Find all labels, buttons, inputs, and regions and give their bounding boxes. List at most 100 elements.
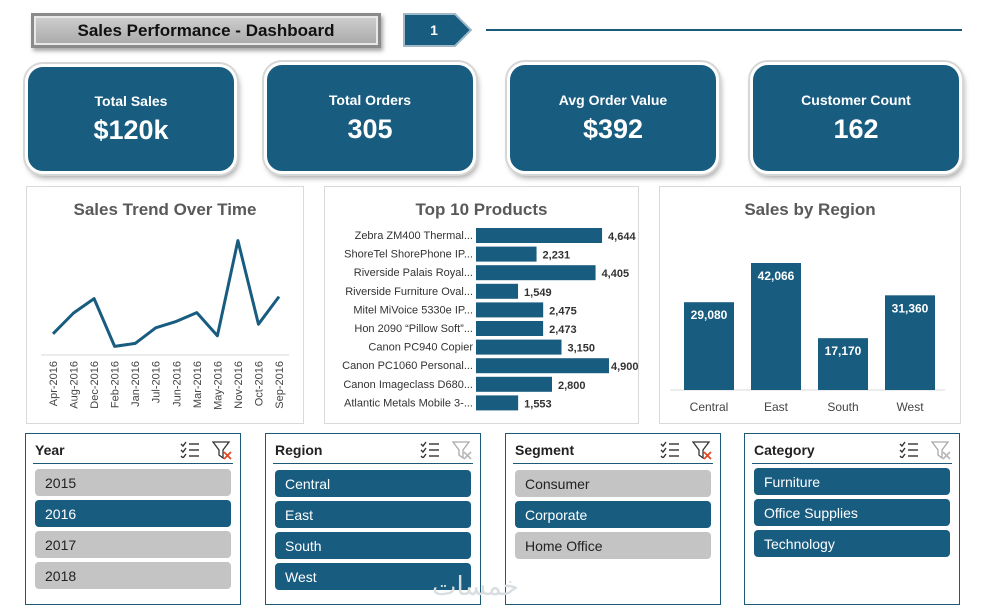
slicer-divider (33, 463, 233, 464)
clear-filter-icon[interactable] (212, 440, 232, 460)
slicer-item[interactable]: 2015 (35, 469, 231, 496)
bar[interactable] (476, 395, 519, 411)
sales-by-region-chart[interactable]: Sales by Region 29,080 Central 42,066 East 1… (659, 186, 961, 424)
clear-filter-icon[interactable] (452, 440, 472, 460)
data-label: 4,405 (602, 268, 630, 280)
slicer-item[interactable]: 2017 (35, 531, 231, 558)
category-label: Mitel MiVoice 5330e IP... (353, 304, 473, 316)
x-tick-label: Jul-2016 (151, 361, 163, 403)
column[interactable] (885, 295, 935, 390)
multi-select-icon[interactable] (420, 440, 440, 458)
chart-title: Sales by Region (744, 200, 876, 219)
data-label: 3,150 (568, 343, 596, 355)
category-label: West (896, 400, 924, 414)
slicer-item[interactable]: 2016 (35, 500, 231, 527)
x-tick-label: Dec-2016 (89, 361, 101, 409)
column[interactable] (684, 302, 734, 390)
x-tick-label: Oct-2016 (253, 361, 265, 406)
clear-filter-icon[interactable] (692, 440, 712, 460)
slicer-item[interactable]: Furniture (754, 468, 950, 495)
slicer-item[interactable]: West (275, 563, 471, 590)
chart-title: Sales Trend Over Time (73, 200, 257, 219)
kpi-customer-count: Customer Count 162 (750, 62, 962, 174)
multi-select-icon[interactable] (899, 440, 919, 458)
data-label: 4,900 (611, 361, 639, 373)
bar[interactable] (476, 246, 537, 262)
column[interactable] (751, 263, 801, 390)
slicer-year[interactable]: Year 2015 2016 2017 2018 (25, 433, 241, 605)
category-label: Canon PC1060 Personal... (342, 360, 473, 372)
kpi-label: Avg Order Value (558, 91, 668, 108)
slicer-title: Region (275, 442, 323, 458)
kpi-value: $120k (93, 114, 169, 145)
x-tick-label: Feb-2016 (110, 361, 122, 408)
line-chart-svg: Apr-2016 Aug-2016 Dec-2016 Feb-2016 Jan-2016… (41, 239, 289, 410)
category-label: Riverside Palais Royal... (354, 267, 473, 279)
bar[interactable] (476, 228, 603, 243)
data-label: 4,644 (608, 231, 636, 243)
category-label: Atlantic Metals Mobile 3-... (344, 397, 473, 409)
x-tick-label: Sep-2016 (274, 361, 286, 409)
slicer-item[interactable]: Consumer (515, 470, 711, 497)
kpi-label: Total Sales (94, 92, 168, 109)
slicer-divider (752, 463, 952, 464)
category-label: Central (690, 400, 729, 414)
multi-select-icon[interactable] (660, 440, 680, 458)
slicer-item[interactable]: Office Supplies (754, 499, 950, 526)
slicer-title: Year (35, 442, 65, 458)
kpi-label: Total Orders (328, 91, 412, 108)
column[interactable] (818, 338, 868, 390)
bar[interactable] (476, 339, 562, 355)
page-number-tag[interactable]: 1 (403, 13, 473, 47)
x-tick-label: Aug-2016 (69, 361, 81, 409)
kpi-value: 162 (833, 113, 879, 144)
category-label: South (827, 400, 858, 414)
bar[interactable] (476, 358, 609, 374)
slicer-category[interactable]: Category Furniture Office Supplies Techn… (744, 433, 960, 605)
bar[interactable] (476, 321, 544, 336)
bar-chart-svg: Zebra ZM400 Thermal... 4,644 ShoreTel Shor… (342, 228, 639, 411)
slicer-region[interactable]: Region Central East South West (265, 433, 481, 605)
kpi-label: Customer Count (801, 91, 911, 108)
kpi-total-sales: Total Sales $120k (25, 64, 237, 174)
bar[interactable] (476, 376, 552, 392)
kpi-avg-order-value: Avg Order Value $392 (507, 62, 719, 174)
watermark-logo: خمسات (432, 572, 519, 602)
top-products-chart[interactable]: Top 10 Products Zebra ZM400 Thermal... 4,… (324, 186, 639, 424)
data-label: 42,066 (758, 269, 795, 283)
sales-trend-chart[interactable]: Sales Trend Over Time Apr-2016 Aug-2016 De… (26, 186, 304, 424)
bar[interactable] (476, 265, 596, 281)
column-chart-svg: 29,080 Central 42,066 East 17,170 South 31,360… (670, 263, 945, 414)
arrow-tag-icon (403, 13, 473, 47)
slicer-item[interactable]: Technology (754, 530, 950, 557)
slicer-item[interactable]: South (275, 532, 471, 559)
kpi-total-orders: Total Orders 305 (264, 62, 476, 174)
x-tick-label: Jun-2016 (171, 361, 183, 407)
category-label: Canon PC940 Copier (368, 342, 473, 354)
data-label: 2,231 (543, 250, 571, 262)
x-tick-label: Nov-2016 (233, 361, 245, 409)
slicer-item[interactable]: Central (275, 470, 471, 497)
bar[interactable] (476, 302, 544, 318)
x-tick-label: Apr-2016 (48, 361, 60, 406)
slicer-item[interactable]: Corporate (515, 501, 711, 528)
slicer-item[interactable]: East (275, 501, 471, 528)
chart-title: Top 10 Products (415, 200, 548, 219)
series-line (51, 239, 281, 348)
slicer-divider (513, 463, 713, 464)
clear-filter-icon[interactable] (931, 440, 951, 460)
slicer-segment[interactable]: Segment Consumer Corporate Home Office (505, 433, 721, 605)
x-tick-label: Mar-2016 (192, 361, 204, 408)
slicer-item[interactable]: Home Office (515, 532, 711, 559)
category-label: ShoreTel ShorePhone IP... (344, 249, 473, 261)
data-label: 2,800 (558, 380, 586, 392)
bar[interactable] (476, 283, 519, 299)
data-label: 2,475 (549, 305, 577, 317)
data-label: 31,360 (892, 301, 929, 315)
slicer-item[interactable]: 2018 (35, 562, 231, 589)
header-divider (486, 29, 962, 31)
data-label: 1,553 (524, 398, 552, 410)
data-label: 29,080 (691, 308, 728, 322)
multi-select-icon[interactable] (180, 440, 200, 458)
category-label: Canon Imageclass D680... (343, 379, 473, 391)
